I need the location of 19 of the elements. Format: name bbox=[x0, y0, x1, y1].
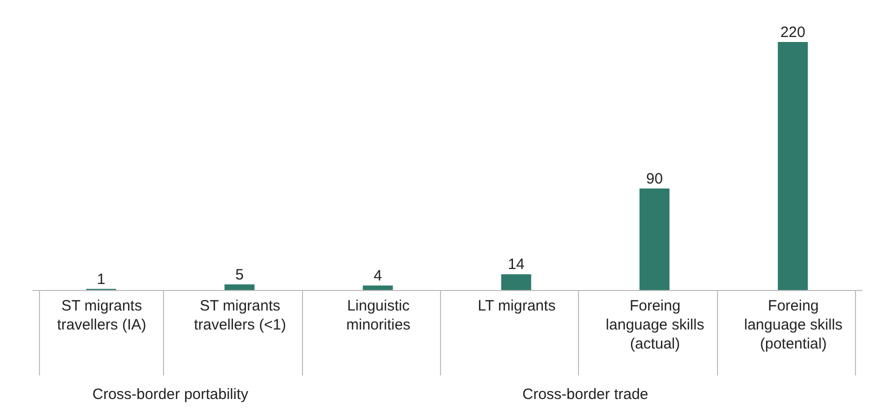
data-label: 90 bbox=[646, 170, 663, 188]
text: Cross-border portability bbox=[91, 386, 250, 403]
data-label: 14 bbox=[508, 256, 525, 274]
bar bbox=[501, 274, 532, 290]
data-label: 1 bbox=[96, 270, 106, 288]
data-label: 220 bbox=[780, 24, 806, 41]
x-tick-label: ST migrants travellers (<1) bbox=[194, 298, 286, 334]
x-tick-label: Foreing language skills (actual) bbox=[606, 298, 704, 352]
bar bbox=[640, 188, 670, 290]
x-tick-label: Linguistic minorities bbox=[346, 298, 410, 334]
bar bbox=[224, 284, 254, 290]
x-tick-label: LT migrants bbox=[478, 298, 556, 314]
x-tick-label: Foreing language skills (potential) bbox=[744, 298, 843, 352]
text: Cross-border trade bbox=[521, 386, 650, 403]
data-label: 5 bbox=[235, 266, 244, 284]
bar bbox=[778, 42, 808, 290]
data-label: 4 bbox=[374, 267, 382, 284]
bar bbox=[362, 285, 393, 290]
x-tick-label: ST migrants travellers (IA) bbox=[57, 298, 146, 334]
